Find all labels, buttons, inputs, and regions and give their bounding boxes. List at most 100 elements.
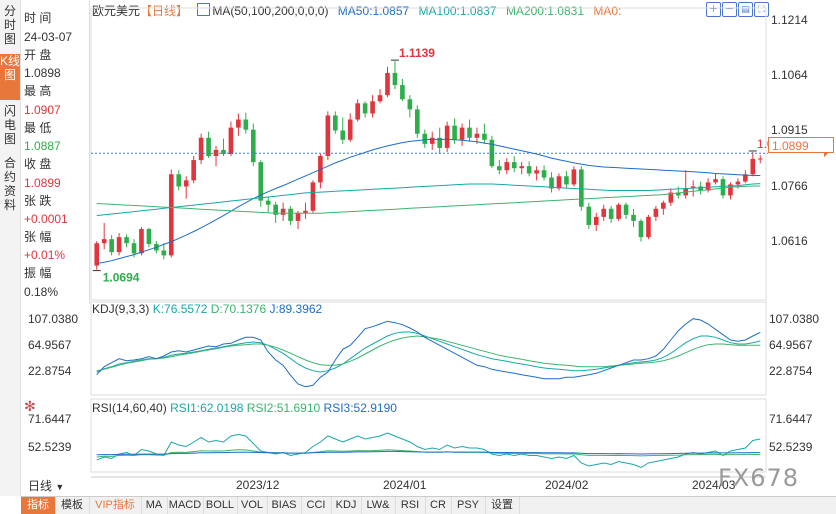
- ma-lines: [96, 138, 761, 264]
- indicator-tab-1[interactable]: 模板: [55, 497, 90, 514]
- rsi2-value: RSI2:51.6910: [246, 401, 321, 415]
- candle-body: [325, 115, 331, 157]
- indicator-tab-12[interactable]: CR: [425, 497, 452, 514]
- indicator-settings-icon[interactable]: ✻: [24, 398, 36, 414]
- candle-body: [720, 179, 726, 196]
- current-price-tag: 1.0899: [768, 137, 834, 153]
- change-label: 张 跌: [24, 194, 52, 208]
- indicator-tab-3[interactable]: MA: [141, 497, 168, 514]
- watermark-logo: FX678: [718, 464, 800, 492]
- candle-body: [467, 127, 472, 138]
- candle-body: [370, 101, 375, 114]
- tab-kline[interactable]: K线图: [0, 54, 20, 100]
- candle-body: [698, 186, 703, 191]
- candle-body: [690, 186, 696, 189]
- candle-body: [347, 119, 353, 140]
- candle-body: [146, 229, 152, 245]
- chevron-down-icon: ▼: [55, 482, 65, 492]
- indicator-tab-11[interactable]: RSI: [395, 497, 426, 514]
- rsi-tick-right: 71.6447: [769, 412, 813, 426]
- settings-icon[interactable]: ▤: [738, 2, 753, 17]
- candle-body: [653, 208, 659, 217]
- candle-body: [250, 129, 256, 163]
- candle-body: [631, 214, 636, 221]
- indicator-tab-0[interactable]: 指标: [21, 497, 56, 514]
- tab-contract-info[interactable]: 合约资料: [0, 156, 20, 214]
- candle-body: [549, 177, 554, 189]
- low-label: 最 低: [24, 121, 52, 135]
- rsi1-value: RSI1:62.0198: [170, 401, 244, 415]
- candle-body: [288, 208, 293, 221]
- ma-indicator-icon[interactable]: [197, 3, 211, 16]
- candle-body: [243, 119, 249, 130]
- price-tick: 1.1214: [771, 13, 808, 27]
- kdj-tick-left: 64.9567: [28, 338, 72, 352]
- indicator-tab-4[interactable]: MACD: [167, 497, 204, 514]
- candle-body: [258, 162, 264, 201]
- indicator-tab-14[interactable]: 设置: [485, 497, 520, 514]
- candle-body: [355, 103, 360, 120]
- candle-body: [332, 115, 338, 131]
- kdj-tick-left: 107.0380: [28, 312, 79, 326]
- candle-body: [437, 137, 442, 148]
- candle-body: [571, 169, 577, 185]
- candle-body: [482, 133, 487, 140]
- indicator-tab-9[interactable]: KDJ: [331, 497, 362, 514]
- kdj-d-line: [96, 335, 761, 372]
- indicator-tab-5[interactable]: BOLL: [203, 497, 238, 514]
- candle-body: [221, 149, 226, 154]
- indicator-tab-6[interactable]: VOL: [237, 497, 268, 514]
- kdj-tick-right: 107.0380: [769, 312, 820, 326]
- candle-body: [474, 133, 480, 138]
- tab-lightning[interactable]: 闪电图: [0, 104, 20, 148]
- candle-body: [429, 137, 435, 144]
- rsi3-value: RSI3:52.9190: [323, 401, 397, 415]
- candles-layer: [94, 61, 763, 270]
- time-label: 时 间: [24, 11, 52, 25]
- candle-body: [415, 109, 420, 134]
- kdj-lines: [96, 318, 761, 388]
- candle-body: [422, 133, 428, 144]
- candle-body: [362, 103, 368, 114]
- candle-body: [593, 216, 599, 225]
- fullscreen-icon[interactable]: ⛶: [754, 2, 769, 17]
- zoom-out-icon[interactable]: －: [722, 2, 737, 17]
- indicator-tab-8[interactable]: CCI: [301, 497, 332, 514]
- candle-body: [757, 158, 763, 160]
- zoom-in-icon[interactable]: ＋: [706, 2, 721, 17]
- candle-body: [295, 212, 301, 221]
- x-tick: 2024/01: [383, 478, 427, 492]
- high-annotation: 1.1139: [399, 46, 435, 60]
- candle-body: [340, 130, 346, 140]
- candle-body: [661, 202, 666, 209]
- indicator-tab-2[interactable]: VIP指标: [89, 497, 142, 514]
- candle-body: [168, 174, 174, 256]
- kdj-k: K:76.5572: [152, 302, 208, 316]
- amplitude-label: 振 幅: [24, 266, 52, 280]
- indicator-tab-7[interactable]: BIAS: [267, 497, 302, 514]
- period-button[interactable]: 日线 ▼: [28, 477, 64, 494]
- ma200-line: [96, 185, 761, 214]
- candle-body: [497, 166, 502, 171]
- indicator-tab-10[interactable]: LW&: [361, 497, 396, 514]
- candle-body: [265, 200, 271, 205]
- candle-body: [601, 208, 607, 217]
- candle-body: [526, 166, 532, 174]
- pct-value: +0.01%: [24, 248, 66, 262]
- tab-timeshare[interactable]: 分时图: [0, 4, 20, 46]
- candle-body: [675, 192, 681, 196]
- candle-body: [131, 243, 137, 254]
- annotations: 1.1139 1.0694 1.0915: [91, 46, 828, 285]
- candle-body: [713, 179, 718, 183]
- candle-body: [519, 166, 525, 169]
- price-panel-frame: [90, 7, 767, 301]
- open-label: 开 盘: [24, 48, 52, 62]
- high-value: 1.0907: [24, 103, 61, 117]
- candle-body: [94, 243, 100, 266]
- candle-body: [735, 181, 741, 185]
- tab-kline-label: K线图: [0, 54, 21, 82]
- indicator-tab-13[interactable]: PSY: [451, 497, 486, 514]
- candle-body: [452, 125, 457, 140]
- rsi-header: RSI(14,60,40) RSI1:62.0198 RSI2:51.6910 …: [92, 401, 397, 415]
